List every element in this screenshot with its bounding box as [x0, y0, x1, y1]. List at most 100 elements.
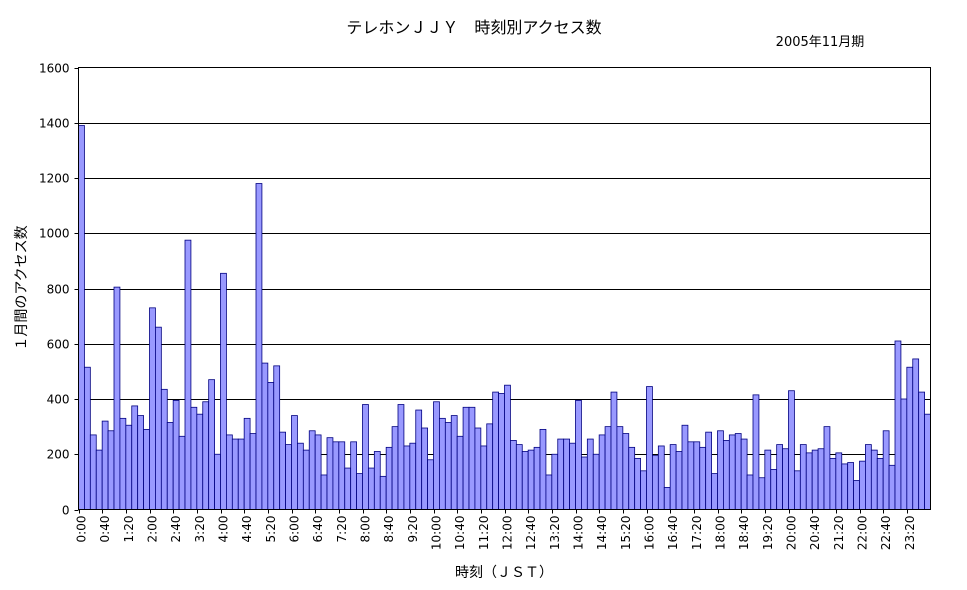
bar	[853, 480, 860, 510]
x-tick-label: 15:20	[619, 516, 633, 551]
bar	[847, 462, 854, 510]
bar	[226, 434, 233, 510]
bar	[882, 430, 890, 510]
bar	[924, 413, 931, 510]
bar	[261, 362, 269, 510]
bar	[918, 391, 925, 510]
bar	[687, 441, 695, 510]
x-tick-label: 22:00	[856, 516, 870, 551]
bar	[356, 473, 363, 510]
x-tick-label: 2:00	[146, 516, 160, 543]
bar	[427, 459, 434, 510]
bar	[397, 404, 405, 510]
bar	[385, 446, 393, 510]
x-tick-label: 18:40	[737, 516, 751, 551]
bar	[515, 444, 523, 510]
x-tick-label: 9:20	[406, 516, 420, 543]
bar	[758, 477, 766, 510]
y-axis-label: １月間のアクセス数	[14, 225, 30, 350]
bar	[634, 457, 641, 510]
bar	[155, 326, 162, 510]
bar	[202, 401, 210, 510]
bar	[870, 449, 878, 510]
x-tick-label: 21:20	[832, 516, 846, 551]
bar	[332, 441, 340, 510]
bar	[498, 393, 505, 510]
y-tick-label: 400	[47, 393, 70, 407]
bar	[178, 435, 186, 510]
bar	[107, 430, 115, 510]
bar	[119, 417, 127, 510]
bar	[480, 445, 488, 510]
bar	[468, 406, 476, 510]
x-tick-label: 14:40	[595, 516, 609, 551]
bar	[166, 422, 174, 510]
bar	[196, 413, 204, 510]
bar	[669, 444, 677, 510]
bar	[681, 424, 689, 510]
bar	[308, 430, 316, 510]
bar	[267, 382, 275, 510]
x-tick-label: 12:00	[501, 516, 515, 551]
bar	[859, 460, 866, 510]
bar	[214, 453, 221, 510]
x-axis: 0:00 0:40 1:20 2:00 2:40 3:20 4:00 4:40 5:20 6:00…	[75, 509, 917, 551]
x-tick-label: 4:00	[217, 516, 231, 543]
bar	[314, 434, 322, 510]
bar	[746, 474, 754, 510]
bar	[894, 340, 902, 510]
y-tick-label: 0	[62, 504, 70, 518]
bar	[699, 446, 707, 510]
x-axis-label: 時刻（ＪＳＴ）	[455, 565, 553, 581]
bar	[474, 427, 482, 510]
bar	[279, 431, 286, 510]
y-tick-label: 800	[47, 283, 70, 297]
bar	[551, 453, 559, 510]
bar	[439, 417, 446, 510]
bar	[841, 463, 849, 510]
bar	[586, 438, 594, 510]
bar	[492, 391, 499, 510]
bar	[137, 415, 144, 510]
bar	[823, 426, 831, 510]
bar	[326, 437, 334, 510]
bar	[782, 448, 789, 510]
bar	[338, 441, 346, 510]
bar	[711, 473, 718, 510]
bar	[297, 442, 304, 510]
x-tick-label: 4:40	[240, 516, 254, 543]
bar	[403, 445, 411, 510]
bar	[646, 386, 653, 510]
bar	[190, 406, 198, 510]
bar	[628, 446, 636, 510]
x-tick-label: 5:20	[264, 516, 278, 543]
bar	[184, 239, 192, 510]
bar	[835, 452, 843, 510]
bar	[409, 442, 417, 510]
x-tick-label: 16:00	[643, 516, 657, 551]
bar	[456, 435, 464, 510]
bar	[320, 474, 328, 510]
bar	[237, 438, 245, 510]
x-tick-label: 16:40	[666, 516, 680, 551]
bar	[362, 404, 369, 510]
x-tick-label: 8:00	[359, 516, 373, 543]
bar	[391, 426, 399, 510]
bar	[255, 183, 263, 510]
bar	[569, 442, 576, 510]
x-tick-label: 22:40	[879, 516, 893, 551]
bar	[829, 457, 837, 510]
y-tick-label: 1600	[39, 62, 70, 76]
bar	[533, 446, 541, 510]
chart-subtitle: 2005年11月期	[776, 35, 865, 50]
bar	[113, 286, 121, 510]
bar	[794, 470, 801, 510]
bar	[249, 433, 257, 510]
bar	[220, 272, 227, 510]
bar	[912, 358, 920, 510]
x-tick-label: 6:40	[311, 516, 325, 543]
bar	[101, 420, 109, 510]
bar	[486, 423, 494, 510]
bar	[740, 438, 748, 510]
